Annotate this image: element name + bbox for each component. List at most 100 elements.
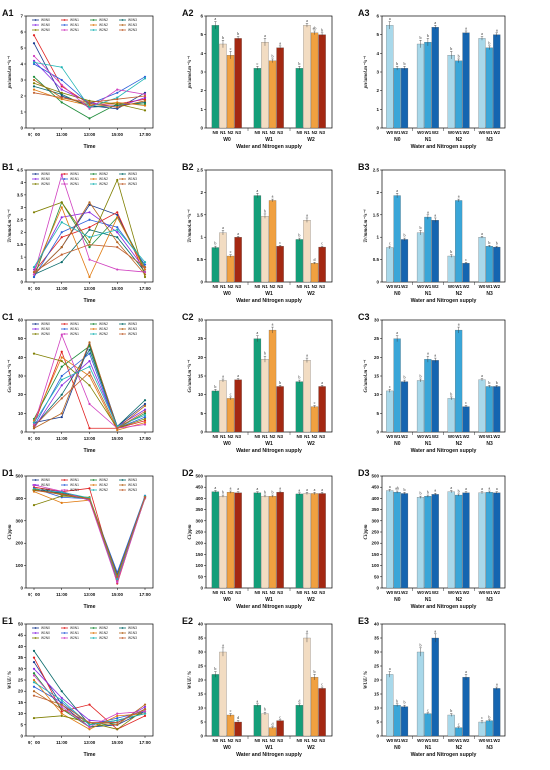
series-line-w2n3 xyxy=(33,489,146,579)
data-point xyxy=(143,410,147,413)
legend-label: W0N3 xyxy=(128,18,137,22)
significance-letter: b xyxy=(450,46,452,51)
bar-series-label: W0 xyxy=(448,130,455,135)
data-point xyxy=(60,88,63,91)
bar-n1-w0 xyxy=(416,497,425,589)
significance-letter: b xyxy=(427,490,429,495)
data-point xyxy=(143,263,147,266)
legend-label: W2N2 xyxy=(99,28,108,32)
significance-letter: c xyxy=(279,714,281,719)
legend-label: W0N0 xyxy=(41,626,50,630)
group-label: N3 xyxy=(486,291,493,297)
group-label: N0 xyxy=(394,745,401,751)
panel-label: B3 xyxy=(358,162,370,172)
legend-label: W1N1 xyxy=(70,23,79,27)
data-point xyxy=(88,725,91,729)
legend-marker xyxy=(34,627,37,629)
panel-label: B1 xyxy=(2,162,14,172)
panel-label: D2 xyxy=(182,468,194,478)
x-tick-label: 13:00 xyxy=(84,592,96,597)
legend-label: W1N3 xyxy=(128,483,137,487)
group-label: N1 xyxy=(425,137,432,143)
x-tick-label: 11:00 xyxy=(56,740,68,745)
panel-label: E3 xyxy=(358,616,369,626)
bar-series-label: W0 xyxy=(417,590,424,595)
bar-w0-n3 xyxy=(234,492,242,589)
significance-letter: d xyxy=(314,257,316,262)
y-tick-label: 250 xyxy=(371,530,379,535)
data-point xyxy=(32,211,36,214)
panel-d2: D2 0 50 100 150 200 250 300 350 400 450 500 Ci/ppm Wa… xyxy=(182,468,333,610)
legend-marker xyxy=(63,19,66,21)
data-point xyxy=(32,34,36,37)
bar-series-label: N1 xyxy=(262,434,268,439)
legend-label: W1N0 xyxy=(41,631,50,635)
legend-marker xyxy=(92,178,95,180)
data-point xyxy=(32,82,36,85)
series-line-w1n3 xyxy=(33,489,146,582)
bar-series-label: W0 xyxy=(479,284,486,289)
y-tick-label: 35 xyxy=(198,636,204,641)
data-point xyxy=(60,501,63,504)
significance-letter: a xyxy=(306,628,308,633)
significance-letter: a xyxy=(237,486,239,491)
y-tick-label: 4 xyxy=(20,180,23,185)
data-point xyxy=(143,268,147,271)
legend-label: W1N2 xyxy=(99,177,108,181)
legend-marker xyxy=(121,24,124,26)
y-tick-label: 40 xyxy=(374,622,380,627)
bar-series-label: N1 xyxy=(304,130,310,135)
legend-marker xyxy=(63,24,66,26)
y-tick-label: 30 xyxy=(18,374,24,379)
significance-letter: c xyxy=(427,707,429,712)
bar-series-label: N2 xyxy=(270,130,276,135)
y-tick-label: 40 xyxy=(198,622,204,627)
bar-n2-w0 xyxy=(447,255,455,283)
bar-series-label: W1 xyxy=(455,284,462,289)
legend-marker xyxy=(34,637,37,639)
bar-w1-n2 xyxy=(268,329,277,433)
y-tick-label: 100 xyxy=(195,563,203,568)
data-point xyxy=(116,571,119,574)
bar-w2-n2 xyxy=(310,406,319,433)
data-point xyxy=(60,365,63,368)
series-line-w0n1 xyxy=(33,211,146,275)
bar-series-label: W1 xyxy=(486,434,493,439)
panel-label: B2 xyxy=(182,162,194,172)
legend-marker xyxy=(63,183,66,185)
legend-marker xyxy=(92,627,95,629)
bar-series-label: W2 xyxy=(401,434,408,439)
data-point xyxy=(60,699,63,702)
bar-w2-n0 xyxy=(295,493,304,589)
y-tick-label: 250 xyxy=(195,530,203,535)
group-label: W1 xyxy=(265,137,273,143)
data-point xyxy=(88,246,91,249)
x-tick-label: 13:00 xyxy=(84,436,96,441)
bar-series-label: N0 xyxy=(297,130,303,135)
y-tick-label: 45 xyxy=(18,633,24,638)
bar-w2-n2 xyxy=(310,493,319,589)
legend-marker xyxy=(92,183,95,185)
significance-letter: b xyxy=(264,208,266,213)
data-point xyxy=(32,91,36,94)
legend-label: W2N3 xyxy=(128,636,137,640)
data-point xyxy=(32,54,36,58)
data-point xyxy=(143,705,147,708)
bar-series-label: N3 xyxy=(235,284,241,289)
x-tick-label: 11:00 xyxy=(56,436,68,441)
bar-series-label: W2 xyxy=(463,738,470,743)
bar-n0-w0 xyxy=(386,247,394,283)
data-point xyxy=(60,708,63,711)
bar-series-label: N0 xyxy=(297,434,303,439)
legend-marker xyxy=(63,632,66,634)
bar-n1-w1 xyxy=(424,359,432,433)
panel-a1: A1 0 1 2 3 4 5 6 7 pn/umol.m⁻²s⁻¹ Time 9：00 11:00 13:… xyxy=(2,8,154,150)
legend-label: W1N1 xyxy=(70,327,79,331)
significance-letter: b xyxy=(450,708,452,713)
significance-letter: c xyxy=(465,400,467,405)
bar-n2-w2 xyxy=(462,677,470,737)
group-label: N0 xyxy=(394,291,401,297)
legend-label: W1N3 xyxy=(128,631,137,635)
bar-w1-n2 xyxy=(268,60,277,129)
panel-label: A2 xyxy=(182,8,194,18)
